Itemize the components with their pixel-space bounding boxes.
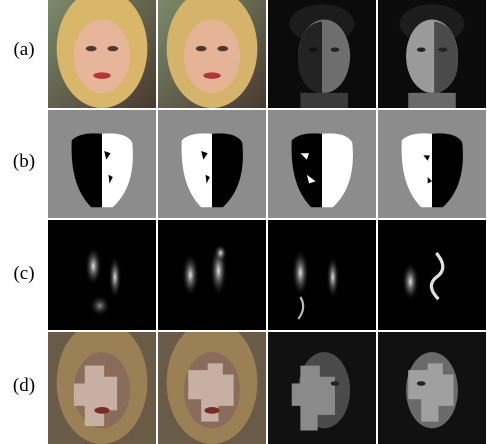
photo-woman-1 <box>48 0 156 108</box>
overlay-man-2 <box>378 332 486 444</box>
heatmap-woman-2 <box>158 220 266 330</box>
row-d-overlays <box>48 332 486 444</box>
mask-woman-1 <box>48 110 156 218</box>
row-label-d: (d) <box>12 375 36 396</box>
mask-man-2 <box>378 110 486 218</box>
row-label-c: (c) <box>13 263 35 284</box>
mask-woman-2 <box>158 110 266 218</box>
heatmap-man-1 <box>268 220 376 330</box>
row-a-photos <box>48 0 486 108</box>
overlay-woman-1 <box>48 332 156 444</box>
row-b-masks <box>48 110 486 218</box>
heatmap-woman-1 <box>48 220 156 330</box>
row-label-b: (b) <box>12 151 36 172</box>
overlay-man-1 <box>268 332 376 444</box>
overlay-woman-2 <box>158 332 266 444</box>
row-label-a: (a) <box>13 39 35 60</box>
heatmap-man-2 <box>378 220 486 330</box>
photo-man-2 <box>378 0 486 108</box>
mask-man-1 <box>268 110 376 218</box>
photo-woman-2 <box>158 0 266 108</box>
row-c-heatmaps <box>48 220 486 330</box>
photo-man-1 <box>268 0 376 108</box>
